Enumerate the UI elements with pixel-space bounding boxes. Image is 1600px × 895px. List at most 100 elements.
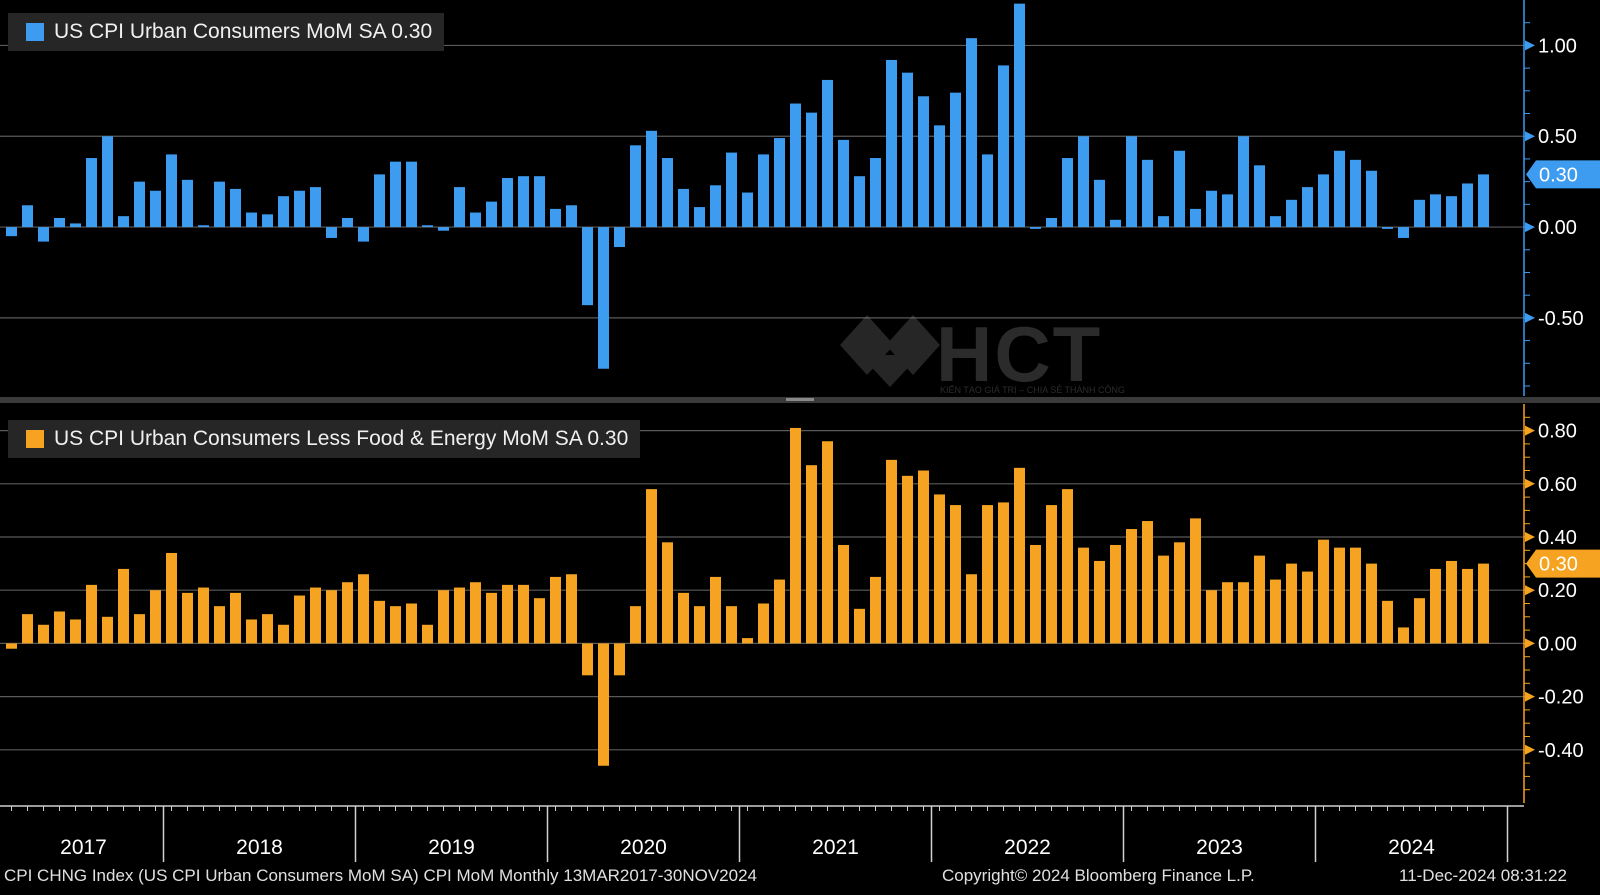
- bar-core-84: [1350, 547, 1361, 644]
- bar-headline-9: [150, 190, 161, 228]
- bar-core-64: [1030, 544, 1041, 644]
- bar-core-37: [598, 643, 609, 766]
- bar-core-42: [678, 592, 689, 644]
- bar-core-7: [118, 568, 129, 644]
- ytick-marker-1-1: [1525, 478, 1535, 489]
- ytick-marker-1-5: [1525, 691, 1535, 702]
- bar-headline-1: [22, 205, 33, 228]
- bar-headline-60: [966, 38, 977, 228]
- bar-headline-81: [1302, 187, 1313, 228]
- ytick-marker-0-3: [1525, 312, 1535, 323]
- last-value-tag-0: [1526, 160, 1600, 189]
- bar-headline-85: [1366, 170, 1377, 228]
- bar-headline-89: [1430, 194, 1441, 228]
- bar-core-53: [854, 608, 865, 644]
- bar-headline-14: [230, 188, 241, 228]
- bar-headline-73: [1174, 150, 1185, 228]
- bar-headline-38: [614, 227, 625, 248]
- bar-headline-84: [1350, 159, 1361, 228]
- legend-cpi-core: US CPI Urban Consumers Less Food & Energ…: [8, 420, 641, 458]
- bar-core-17: [278, 624, 289, 644]
- bar-core-28: [454, 587, 465, 644]
- bar-core-32: [518, 584, 529, 644]
- legend-label-core: US CPI Urban Consumers Less Food & Energ…: [54, 427, 629, 450]
- bar-headline-56: [902, 72, 913, 228]
- bar-headline-71: [1142, 159, 1153, 228]
- bar-headline-3: [54, 217, 65, 228]
- bar-headline-46: [742, 192, 753, 228]
- ytick-marker-0-2: [1525, 222, 1535, 233]
- footer-timestamp: 11-Dec-2024 08:31:22: [1399, 866, 1567, 885]
- ytick-marker-1-2: [1525, 532, 1535, 542]
- bar-core-91: [1462, 568, 1473, 644]
- bar-headline-0: [6, 227, 17, 237]
- bar-headline-15: [246, 212, 257, 228]
- ytick-label-1-0: 0.80: [1538, 421, 1577, 443]
- bar-core-16: [262, 614, 273, 644]
- ytick-marker-1-3: [1525, 585, 1535, 596]
- xtick-label-2023: 2023: [1196, 836, 1243, 859]
- bar-headline-40: [646, 130, 657, 228]
- bar-headline-35: [566, 205, 577, 228]
- bar-core-50: [806, 465, 817, 644]
- bar-headline-45: [726, 152, 737, 228]
- bar-core-34: [550, 576, 561, 644]
- footer-copyright: Copyright© 2024 Bloomberg Finance L.P.: [942, 866, 1255, 885]
- bar-headline-75: [1206, 190, 1217, 228]
- bar-headline-41: [662, 158, 673, 228]
- bar-headline-50: [806, 112, 817, 228]
- bar-core-5: [86, 584, 97, 644]
- bar-headline-83: [1334, 150, 1345, 228]
- legend-label-headline: US CPI Urban Consumers MoM SA 0.30: [54, 20, 433, 43]
- ytick-label-1-4: 0.00: [1538, 633, 1577, 655]
- bar-headline-6: [102, 136, 113, 228]
- diamond-logo-icon: [840, 315, 940, 387]
- bar-headline-87: [1398, 227, 1409, 238]
- bar-headline-11: [182, 179, 193, 228]
- bar-headline-47: [758, 154, 769, 228]
- bar-headline-8: [134, 181, 145, 228]
- bar-core-71: [1142, 521, 1153, 644]
- bar-core-19: [310, 587, 321, 644]
- bar-core-1: [22, 614, 33, 644]
- bar-headline-13: [214, 181, 225, 228]
- bar-core-67: [1078, 547, 1089, 644]
- bar-core-33: [534, 598, 545, 644]
- bar-headline-42: [678, 188, 689, 228]
- ytick-label-1-1: 0.60: [1538, 474, 1577, 496]
- ytick-label-0-2: 0.00: [1538, 217, 1577, 239]
- bar-core-76: [1222, 582, 1233, 644]
- bar-headline-67: [1078, 136, 1089, 228]
- bar-core-88: [1414, 598, 1425, 644]
- bar-core-38: [614, 643, 625, 676]
- bar-core-2: [38, 624, 49, 644]
- xtick-label-2022: 2022: [1004, 836, 1051, 859]
- bar-core-47: [758, 603, 769, 644]
- bar-core-44: [710, 576, 721, 644]
- bar-headline-27: [438, 227, 449, 231]
- bar-core-80: [1286, 563, 1297, 644]
- bar-core-30: [486, 592, 497, 644]
- bar-core-48: [774, 579, 785, 644]
- bar-headline-63: [1014, 3, 1025, 228]
- bar-headline-76: [1222, 194, 1233, 228]
- footer-series-info: CPI CHNG Index (US CPI Urban Consumers M…: [4, 866, 757, 885]
- last-value-label-1: 0.30: [1539, 554, 1578, 576]
- bar-core-39: [630, 606, 641, 644]
- bar-headline-69: [1110, 219, 1121, 228]
- bar-headline-65: [1046, 217, 1057, 228]
- bar-core-14: [230, 592, 241, 644]
- ytick-marker-1-4: [1525, 638, 1535, 649]
- bar-core-89: [1430, 568, 1441, 644]
- bar-headline-26: [422, 225, 433, 228]
- bar-headline-10: [166, 154, 177, 228]
- bar-headline-37: [598, 227, 609, 369]
- bar-headline-7: [118, 216, 129, 228]
- bar-headline-92: [1478, 174, 1489, 228]
- bar-headline-80: [1286, 199, 1297, 228]
- bar-core-69: [1110, 544, 1121, 644]
- watermark-subtext: KIẾN TẠO GIÁ TRỊ – CHIA SẺ THÀNH CÔNG: [940, 385, 1126, 395]
- bar-headline-21: [342, 217, 353, 228]
